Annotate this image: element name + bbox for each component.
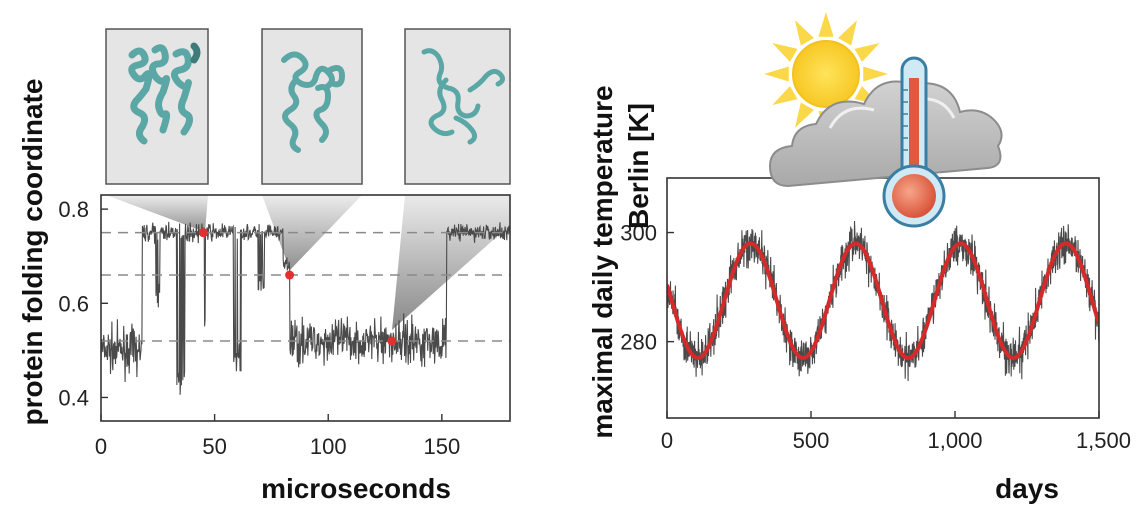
cloud-icon [768,80,1003,188]
protein-structure-icon [281,51,346,153]
temperature-fit-curve [667,241,1099,361]
protein-chart: 0 50 100 150 0.4 0.6 0.8 [17,28,511,504]
left-x-tick-label: 0 [95,434,107,459]
zoom-cones [106,195,510,330]
protein-trajectory-line [101,221,510,395]
left-y-axis-label: protein folding coordinate [17,79,48,426]
left-y-tick-label: 0.6 [58,291,89,316]
right-x-tick-label: 500 [793,428,830,453]
plot-frame-left [100,194,511,422]
right-y-axis-label-line2: Berlin [K] [623,103,654,229]
thermometer-icon [882,56,946,228]
sun-ray [795,102,814,128]
structure-box-unfolded [404,28,511,185]
protein-structure-icon [128,42,201,145]
sun-ray [772,43,798,62]
sun-ray [838,20,857,46]
structure-box-folded [105,28,209,185]
highlight-points [198,228,397,346]
left-x-tick-label: 100 [310,434,347,459]
structure-box-intermediate [261,28,363,185]
highlight-point-1 [285,270,295,280]
right-x-tick-label: 1,500 [1076,428,1131,453]
right-y-axis-label-line1: maximal daily temperature [587,85,618,438]
left-x-axis-label: microseconds [261,473,451,504]
temperature-chart: 0 500 1,000 1,500 280 300 days maximal daily … [587,12,1131,504]
sun-ray [863,66,888,82]
left-x-tick-label: 50 [202,434,226,459]
left-y-tick-label: 0.4 [58,385,89,410]
reference-lines [101,231,510,342]
sun-ray [764,66,789,82]
sun-ray [818,12,834,37]
right-y-axis-label: maximal daily temperature Berlin [K] [587,85,654,438]
highlight-point-0 [198,228,208,238]
axis-ticks-right: 0 500 1,000 1,500 280 300 [620,221,1131,453]
sun-ray [772,86,798,105]
highlight-point-2 [387,336,397,346]
left-y-tick-label: 0.8 [58,197,89,222]
right-y-tick-label: 280 [620,330,657,355]
right-x-axis-label: days [995,473,1059,504]
right-x-tick-label: 1,000 [927,428,982,453]
axis-ticks-left: 0 50 100 150 0.4 0.6 0.8 [58,197,460,459]
protein-structure-icon [421,48,506,145]
right-y-tick-label: 300 [620,221,657,246]
sun-ray [795,20,814,46]
left-x-tick-label: 150 [423,434,460,459]
right-x-tick-label: 0 [661,428,673,453]
protein-trajectory [101,221,510,395]
sun-ray [854,43,880,62]
